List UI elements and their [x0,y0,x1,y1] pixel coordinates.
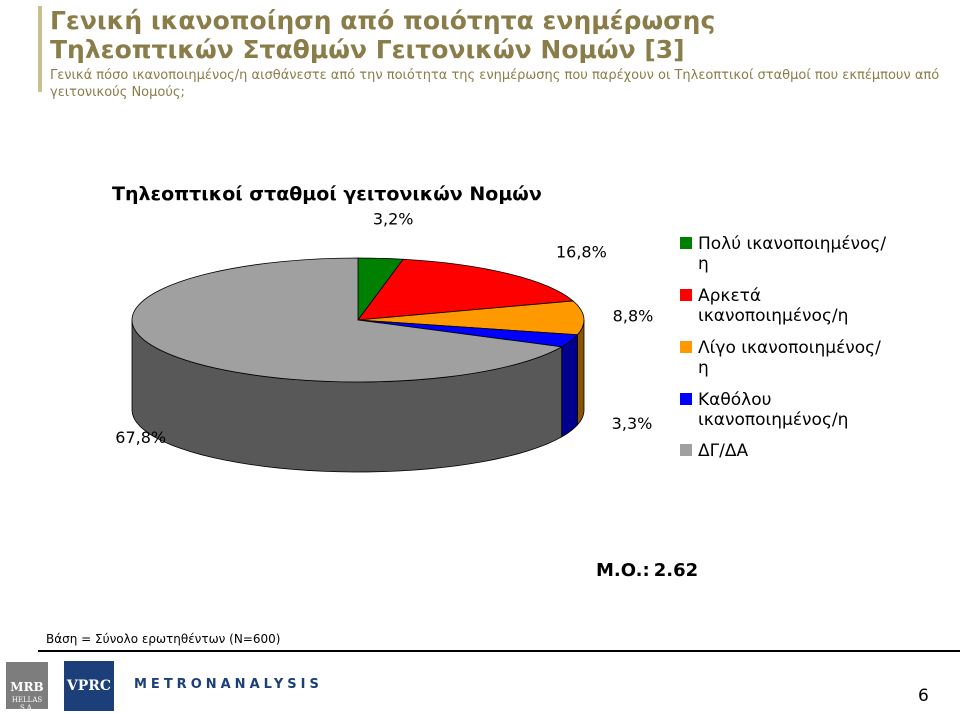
legend-item: ΔΓ/ΔΑ [680,441,888,461]
legend-label: Λίγο ικανοποιημένος/η [698,338,881,378]
legend-swatch [680,289,692,301]
pie-slice [357,300,585,336]
data-label: 16,8% [556,243,607,262]
sample-base-note: Βάση = Σύνολο ερωτηθέντων (Ν=600) [46,632,281,646]
legend-swatch [680,237,692,249]
data-label: 3,3% [612,414,653,433]
metron-analysis-logo: METRONANALYSIS [134,677,323,692]
chart-title: Τηλεοπτικοί σταθμοί γειτονικών Νομών [112,183,542,205]
legend-label: Καθόλου ικανοποιημένος/η [698,390,849,430]
pie-side-slice [561,333,578,438]
page-title-line2: Τηλεοπτικών Σταθμών Γειτονικών Νομών [3] [50,35,685,64]
page-title: Γενική ικανοποίηση από ποιότητα ενημέρωσ… [50,6,715,64]
mean-value: 2.62 [653,560,699,581]
mean-label: M.O.: [596,560,650,581]
pie-top [131,257,585,383]
legend-label: Αρκετά ικανοποιημένος/η [698,286,849,326]
legend-item: Καθόλου ικανοποιημένος/η [680,390,888,430]
pie-sides [131,319,585,473]
pie-side-slice [577,320,585,426]
pie-slice [357,258,575,321]
pie-slice [131,257,563,383]
title-accent-bar [38,6,42,92]
vprc-logo: VPRC [64,661,114,711]
footer-divider [38,650,960,652]
data-label: 3,2% [373,209,414,228]
legend-label: Πολύ ικανοποιημένος/η [698,234,887,274]
page-number: 6 [918,686,929,706]
mean-score: M.O.: 2.62 [596,560,702,581]
legend-item: Πολύ ικανοποιημένος/η [680,234,888,274]
data-label: 67,8% [115,428,166,447]
legend-swatch [680,393,692,405]
legend-item: Λίγο ικανοποιημένος/η [680,338,888,378]
legend-label: ΔΓ/ΔΑ [698,441,749,461]
page-title-line1: Γενική ικανοποίηση από ποιότητα ενημέρωσ… [50,6,716,35]
data-label: 8,8% [613,307,654,326]
mrb-logo: MRB HELLAS S.A. [6,662,48,712]
survey-question: Γενικά πόσο ικανοποιημένος/η αισθάνεστε … [50,68,940,100]
legend-item: Αρκετά ικανοποιημένος/η [680,286,888,326]
mrb-logo-text: MRB [10,680,44,694]
legend-swatch [680,341,692,353]
mrb-logo-subtext: HELLAS S.A. [11,696,43,712]
pie-labels: 3,2% 16,8% 8,8% 3,3% 67,8% [115,209,653,447]
legend-swatch [680,444,692,456]
